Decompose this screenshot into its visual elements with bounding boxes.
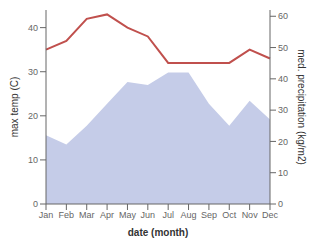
- svg-text:50: 50: [278, 43, 288, 53]
- svg-text:Nov: Nov: [242, 210, 259, 220]
- svg-text:Jun: Jun: [141, 210, 156, 220]
- svg-text:Sep: Sep: [201, 210, 217, 220]
- svg-text:max temp (C): max temp (C): [9, 77, 20, 138]
- svg-text:Dec: Dec: [262, 210, 279, 220]
- svg-text:40: 40: [278, 74, 288, 84]
- svg-text:Jan: Jan: [39, 210, 54, 220]
- svg-text:date (month): date (month): [128, 227, 189, 238]
- svg-text:0: 0: [33, 199, 38, 209]
- svg-text:Mar: Mar: [79, 210, 95, 220]
- svg-text:10: 10: [278, 168, 288, 178]
- svg-text:Oct: Oct: [222, 210, 237, 220]
- svg-text:30: 30: [278, 105, 288, 115]
- svg-text:60: 60: [278, 11, 288, 21]
- svg-text:May: May: [119, 210, 137, 220]
- svg-text:Jul: Jul: [162, 210, 174, 220]
- svg-text:0: 0: [278, 199, 283, 209]
- svg-text:Apr: Apr: [100, 210, 114, 220]
- svg-text:30: 30: [28, 67, 38, 77]
- svg-text:10: 10: [28, 155, 38, 165]
- svg-text:Feb: Feb: [59, 210, 75, 220]
- svg-text:med. precipitation (kg/m2): med. precipitation (kg/m2): [296, 49, 307, 165]
- svg-text:40: 40: [28, 23, 38, 33]
- svg-text:20: 20: [278, 137, 288, 147]
- svg-text:20: 20: [28, 111, 38, 121]
- svg-text:Aug: Aug: [181, 210, 197, 220]
